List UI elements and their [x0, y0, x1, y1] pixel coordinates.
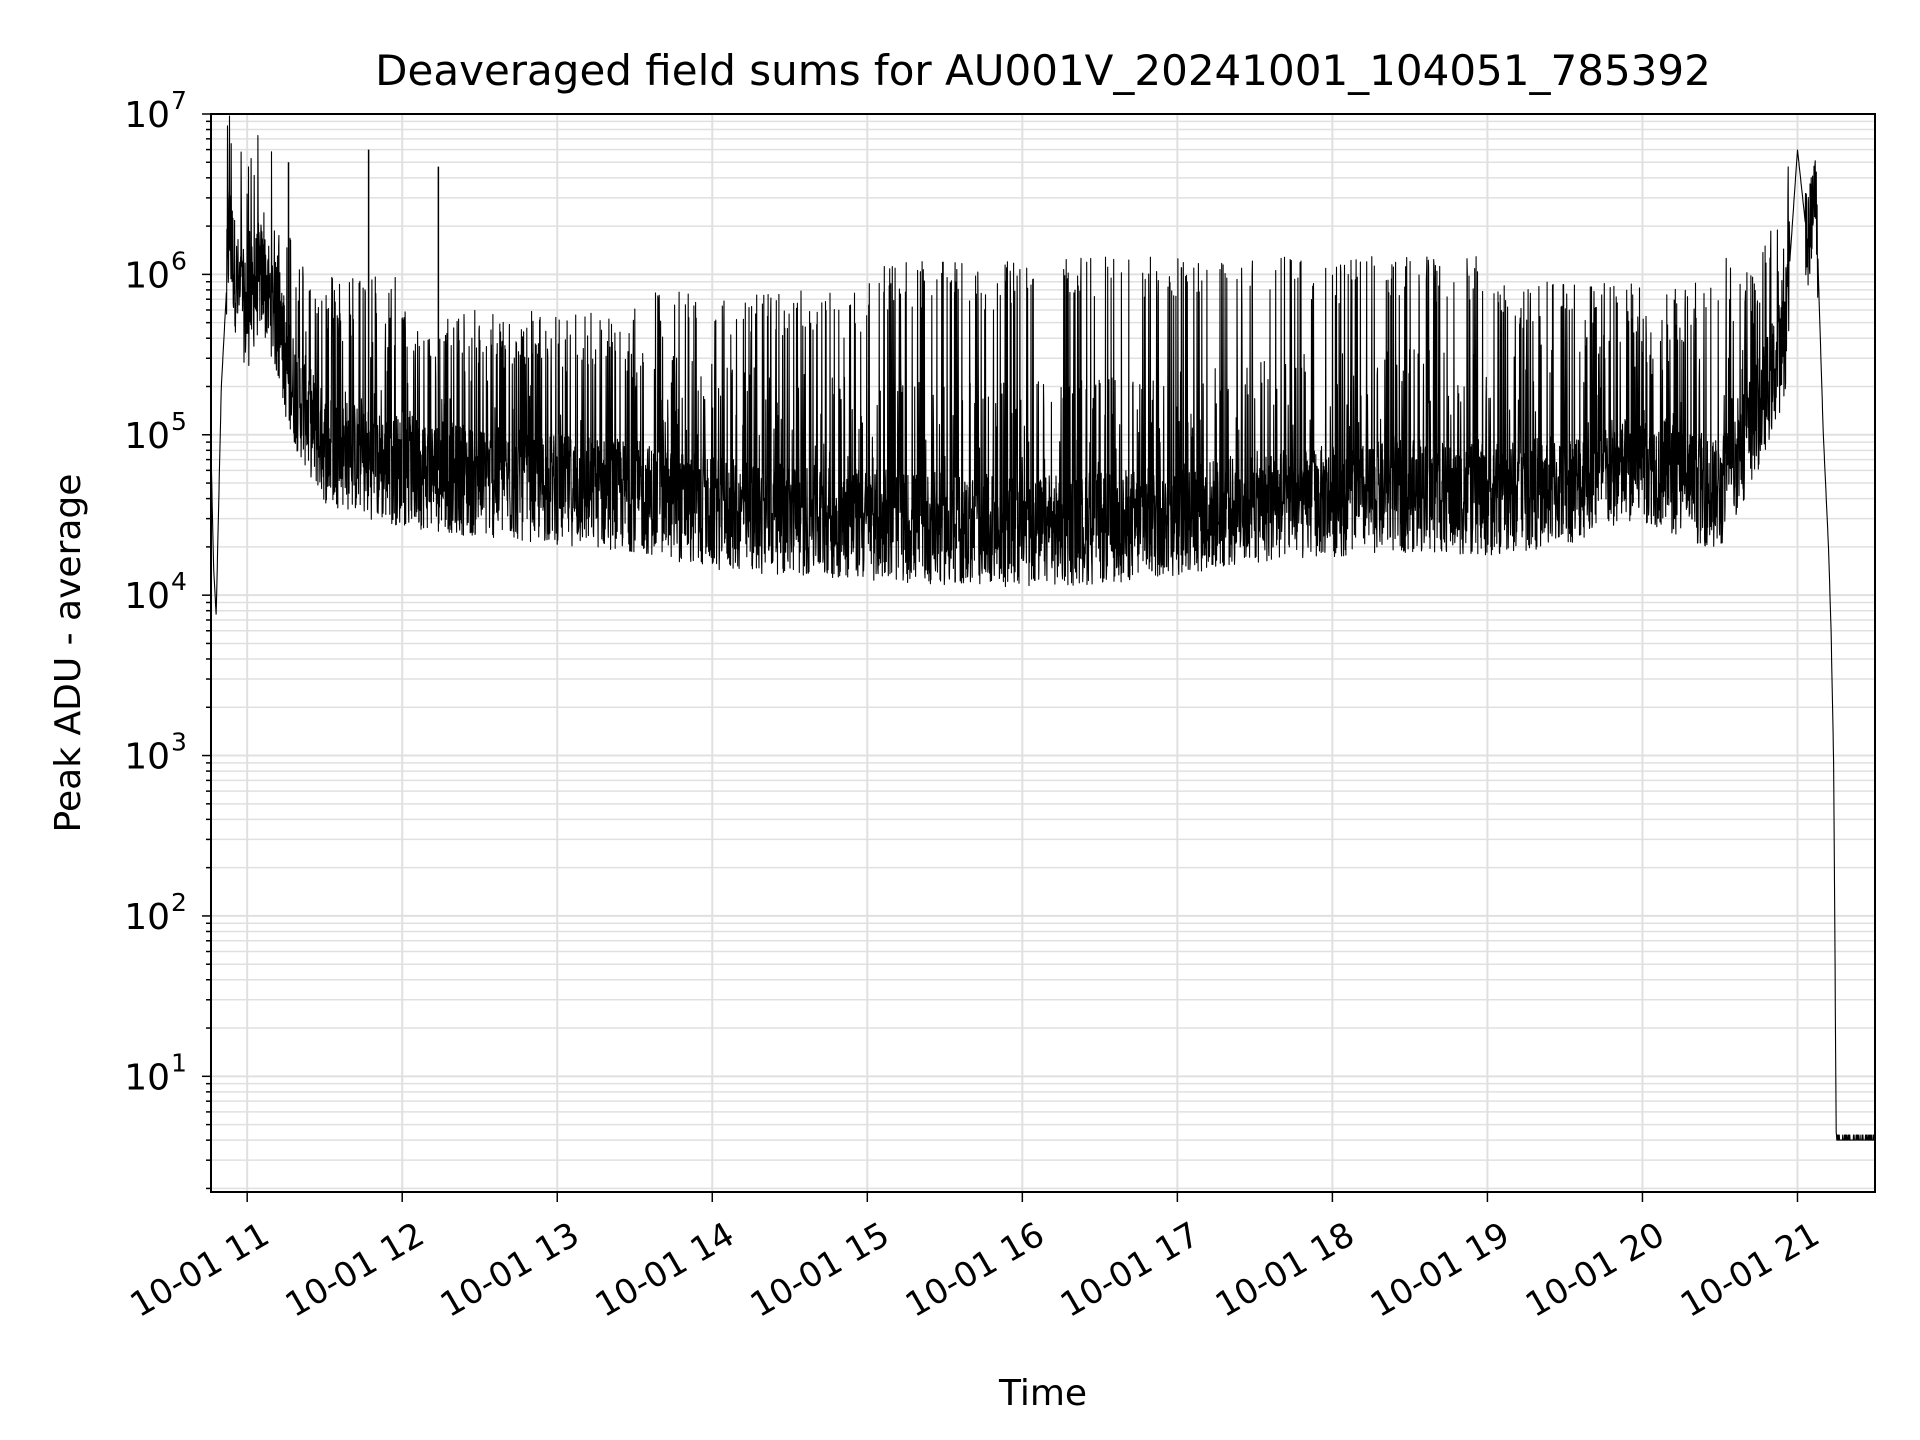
series-line [210, 115, 1876, 1141]
y-tick-label: 10 3 [124, 728, 187, 778]
y-tick-base: 10 [124, 737, 170, 778]
y-tick-exponent: 5 [171, 407, 187, 436]
series-layer [210, 115, 1876, 1141]
y-tick-exponent: 7 [171, 86, 187, 115]
y-tick-exponent: 2 [171, 888, 187, 917]
y-tick-exponent: 4 [171, 567, 187, 596]
plot-frame [210, 113, 1876, 1193]
y-tick-base: 10 [124, 897, 170, 938]
y-axis-label: Peak ADU - average [48, 474, 89, 833]
y-tick-label: 10 4 [124, 567, 187, 617]
y-tick-label: 10 5 [124, 407, 187, 457]
y-tick-label: 10 7 [124, 86, 187, 136]
x-axis-label: Time [998, 1373, 1087, 1414]
y-tick-label: 10 6 [124, 246, 187, 296]
y-tick-base: 10 [124, 416, 170, 457]
y-tick-exponent: 1 [171, 1048, 187, 1077]
y-tick-label: 10 2 [124, 888, 187, 938]
y-tick-base: 10 [124, 576, 170, 617]
y-tick-base: 10 [124, 255, 170, 296]
chart-title: Deaveraged field sums for AU001V_2024100… [375, 46, 1711, 95]
y-tick-exponent: 3 [171, 728, 187, 757]
y-tick-base: 10 [124, 1057, 170, 1098]
y-tick-label: 10 1 [124, 1048, 187, 1098]
grid-layer [211, 113, 1875, 1192]
y-tick-exponent: 6 [171, 246, 187, 275]
y-tick-base: 10 [124, 95, 170, 136]
